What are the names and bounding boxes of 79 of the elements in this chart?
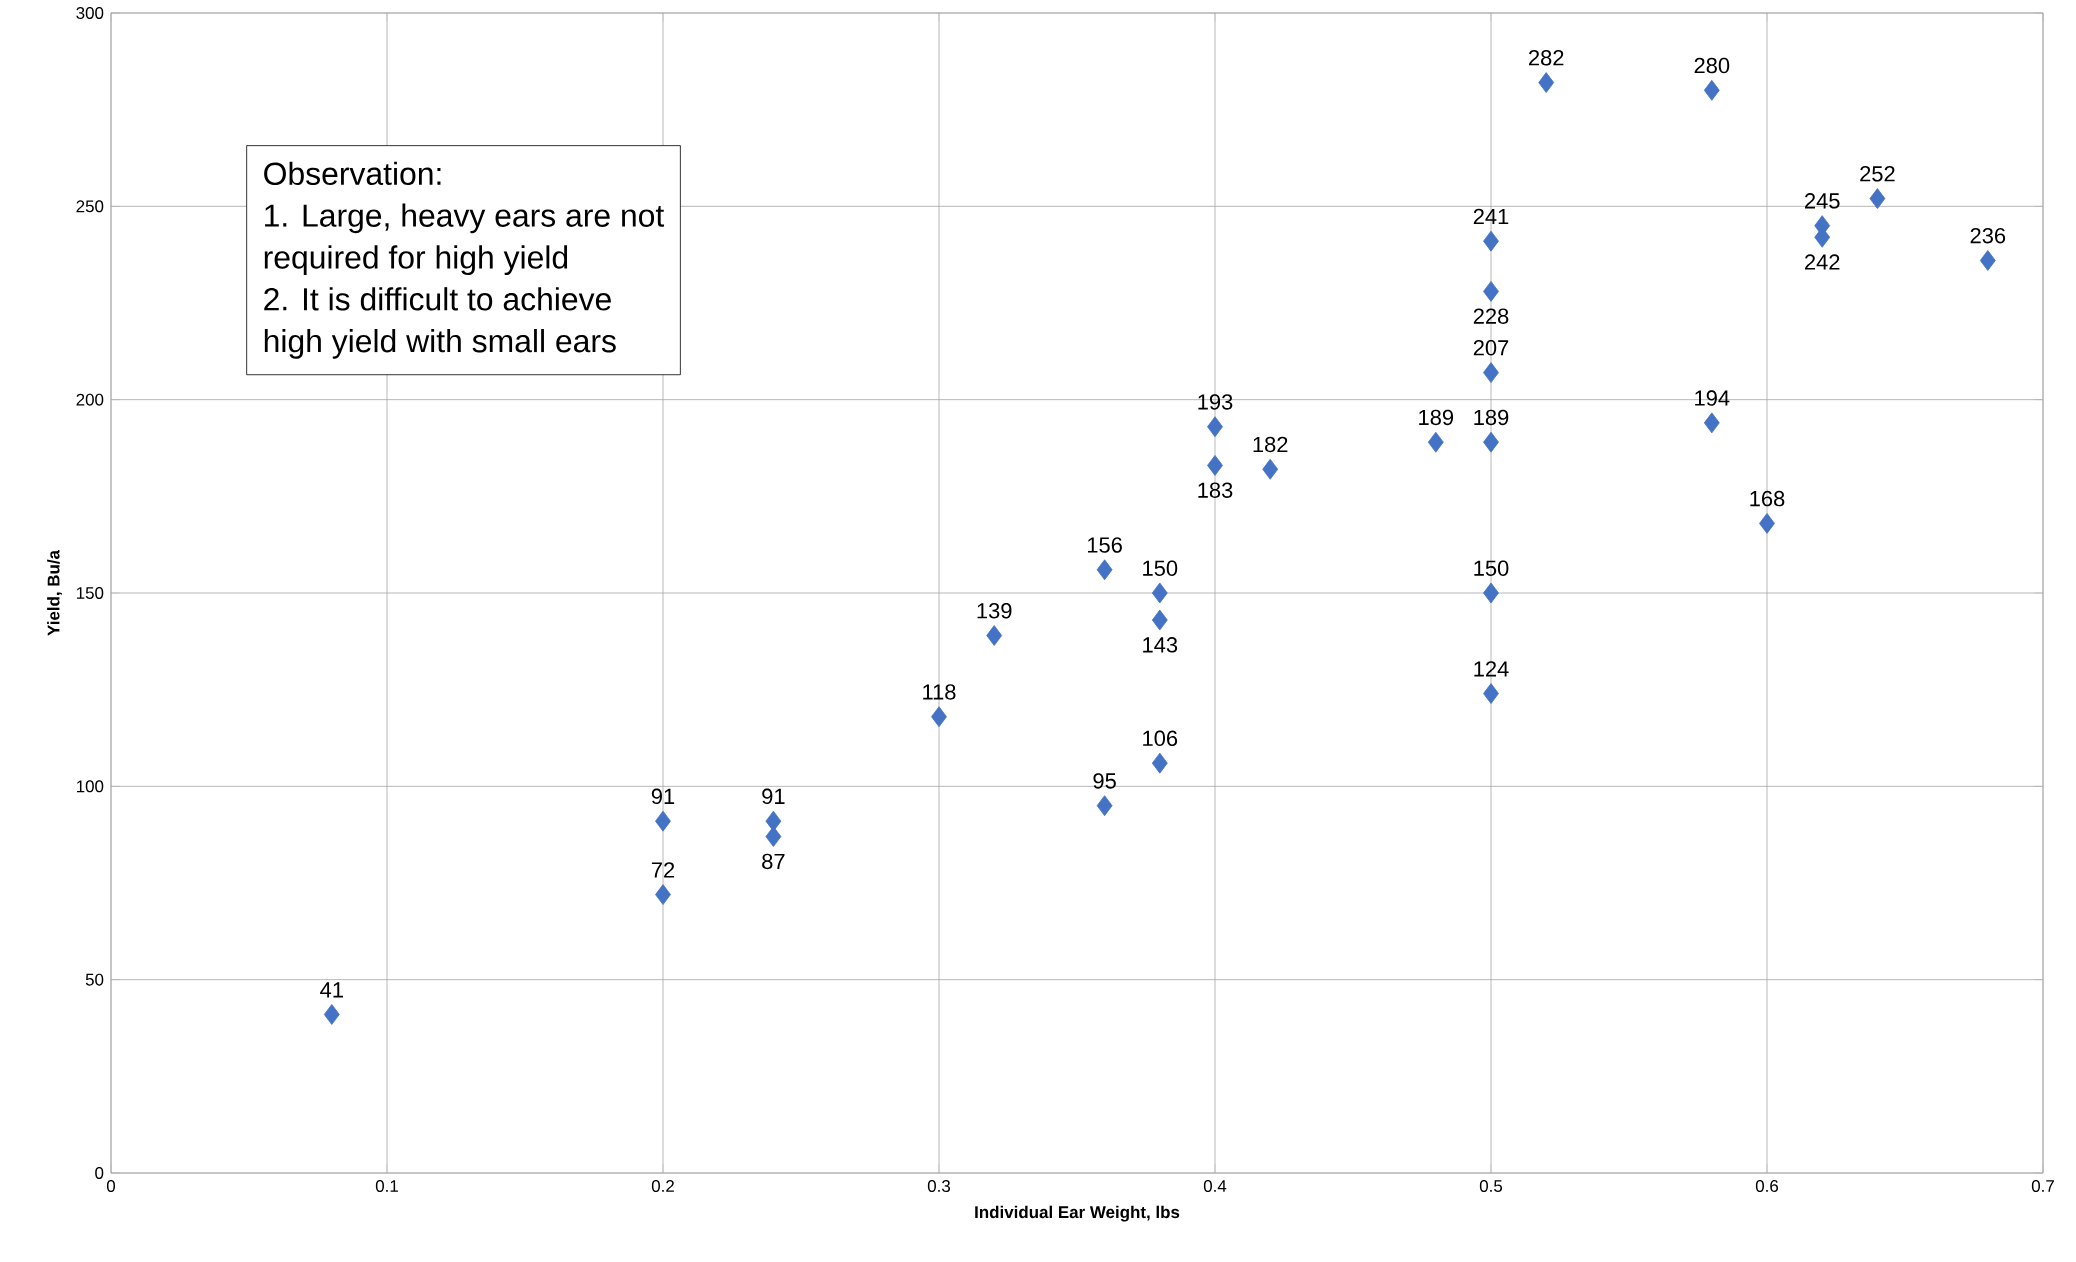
point (1483, 683, 1499, 704)
x-tick-label: 0.6 (1755, 1180, 1779, 1193)
point (323, 1004, 340, 1025)
data-label: 150 (1474, 560, 1509, 576)
point (1703, 79, 1720, 101)
point (1427, 431, 1444, 453)
point (1207, 454, 1223, 476)
x-tick-label: 0 (106, 1180, 116, 1193)
point (1483, 230, 1499, 252)
data-label: 189 (1474, 409, 1509, 426)
point (1096, 559, 1113, 581)
point (655, 884, 671, 905)
data-label: 193 (1198, 394, 1233, 410)
x-tick-label: 0.5 (1479, 1180, 1503, 1193)
data-label: 156 (1087, 537, 1122, 553)
point (1151, 609, 1168, 631)
data-label: 236 (1970, 227, 2006, 244)
data-label: 41 (320, 982, 343, 998)
point (1483, 280, 1499, 302)
data-label: 194 (1695, 390, 1730, 406)
x-tick-label: 0.4 (1203, 1180, 1227, 1193)
x-tick-label: 0.2 (651, 1180, 674, 1193)
y-tick-label: 50 (85, 973, 104, 986)
point (1759, 512, 1775, 534)
data-label: 245 (1805, 193, 1840, 209)
point (1096, 795, 1113, 817)
point (1979, 250, 1996, 271)
data-label: 87 (762, 853, 785, 870)
x-tick-label: 0.3 (927, 1180, 951, 1193)
data-label: 95 (1093, 773, 1116, 789)
point (655, 810, 671, 832)
annotation: high yield with small ears (264, 329, 616, 359)
point (1703, 412, 1720, 434)
annotation: 2. It is difficult to achieve (264, 287, 611, 311)
data-label: 183 (1198, 482, 1233, 498)
data-label: 242 (1805, 254, 1840, 270)
annotation: 1. Large, heavy ears are not (265, 203, 665, 234)
data-label: 150 (1143, 560, 1178, 576)
data-label: 91 (651, 788, 675, 805)
point (1869, 188, 1886, 209)
point (1538, 72, 1555, 93)
data-label: 118 (923, 684, 956, 700)
y-tick-label: 300 (76, 7, 104, 19)
data-label: 282 (1529, 50, 1564, 66)
data-label: 207 (1473, 340, 1509, 356)
data-label: 168 (1750, 490, 1785, 507)
y-axis-title: Yield, Bu/a (47, 549, 63, 636)
point (765, 826, 782, 847)
annotation: required for high yield (264, 245, 568, 276)
x-axis-title: Individual Ear Weight, lbs (975, 1205, 1180, 1222)
point (1483, 431, 1499, 453)
data-label: 106 (1143, 730, 1178, 747)
data-label: 252 (1860, 166, 1895, 182)
data-label: 91 (762, 788, 785, 805)
data-label: 182 (1253, 436, 1288, 453)
y-tick-label: 100 (76, 780, 104, 793)
data-label: 72 (651, 862, 675, 878)
data-label: 143 (1143, 637, 1178, 653)
y-tick-label: 250 (76, 200, 104, 213)
point (986, 625, 1003, 646)
point (1151, 752, 1168, 774)
data-label: 241 (1473, 208, 1509, 225)
data-label: 189 (1419, 409, 1454, 426)
data-label: 228 (1473, 308, 1509, 324)
data-label: 124 (1474, 661, 1509, 677)
point (1207, 416, 1223, 438)
x-tick-label: 0.1 (375, 1180, 398, 1193)
annotation: Observation: (264, 161, 441, 186)
x-tick-label: 0.7 (2031, 1180, 2054, 1193)
point (1151, 582, 1168, 604)
data-label: 280 (1694, 57, 1730, 74)
data-label: 139 (977, 602, 1012, 619)
point (1483, 362, 1499, 383)
y-tick-label: 150 (76, 587, 104, 599)
point (1262, 458, 1279, 480)
y-tick-label: 200 (76, 393, 104, 406)
y-tick-label: 0 (95, 1167, 104, 1179)
point (1483, 582, 1499, 604)
point (931, 706, 947, 728)
